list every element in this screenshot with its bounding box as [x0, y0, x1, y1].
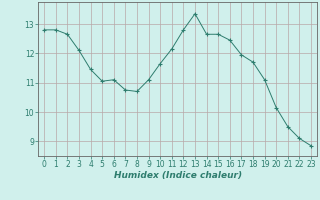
X-axis label: Humidex (Indice chaleur): Humidex (Indice chaleur)	[114, 171, 242, 180]
